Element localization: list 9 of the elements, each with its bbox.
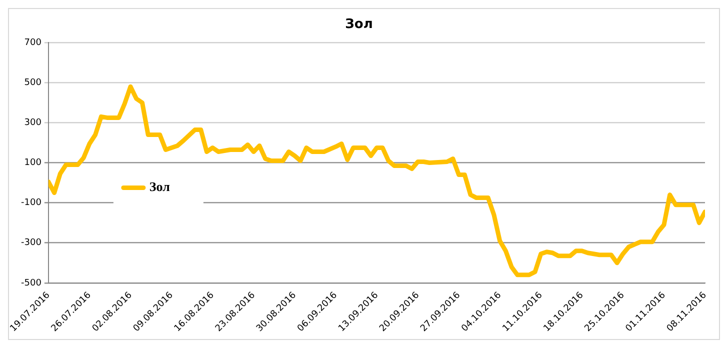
y-tick-label: 100 (24, 158, 42, 168)
legend-label: Зол (149, 179, 170, 194)
y-tick-label: -500 (21, 278, 42, 288)
y-tick-label: 700 (24, 38, 42, 48)
y-tick-label: -300 (21, 238, 42, 248)
y-tick-label: 300 (24, 118, 42, 128)
y-tick-label: 500 (24, 78, 42, 88)
chart-title: Зол (345, 17, 373, 32)
y-tick-label: -100 (21, 198, 42, 208)
